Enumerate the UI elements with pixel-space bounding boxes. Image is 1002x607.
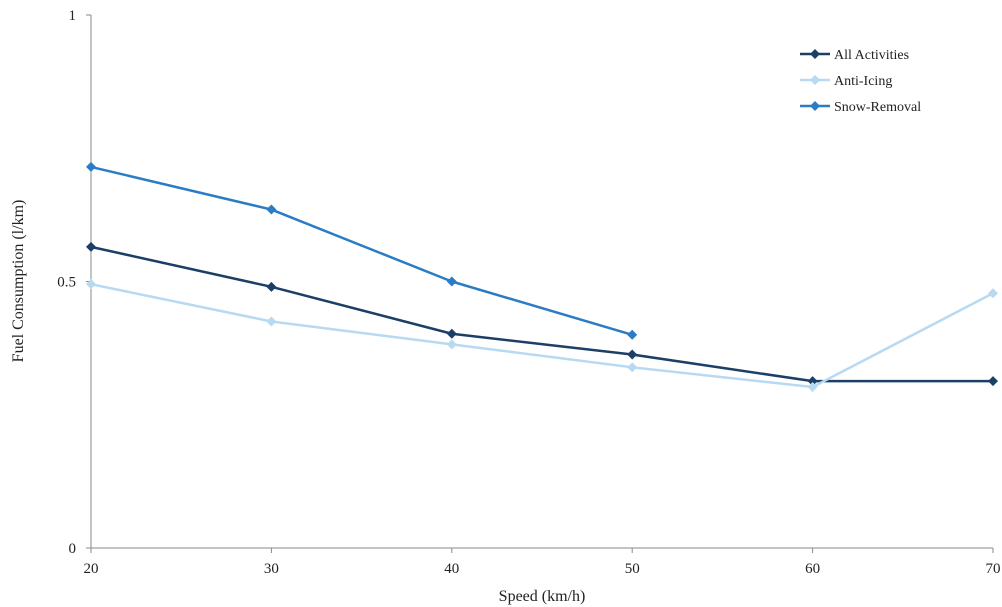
legend-item-anti-icing: Anti-Icing xyxy=(800,74,892,89)
y-axis-title: Fuel Consumption (l/km) xyxy=(10,200,27,363)
series-line-anti-icing xyxy=(90,282,994,389)
data-point-anti-icing xyxy=(807,382,818,393)
data-point-anti-icing xyxy=(266,316,277,327)
series-layer xyxy=(86,161,998,393)
y-ticks: 00.51 xyxy=(57,8,91,557)
axes xyxy=(90,15,993,549)
legend-item-all-activities: All Activities xyxy=(800,48,909,63)
y-tick-label: 0 xyxy=(69,541,77,557)
data-point-anti-icing xyxy=(627,362,638,373)
data-point-all-activities xyxy=(988,376,998,387)
legend-label: All Activities xyxy=(834,48,909,63)
legend-swatch-marker xyxy=(810,101,820,111)
x-tick-label: 20 xyxy=(84,561,99,577)
series-anti-icing xyxy=(86,279,998,393)
data-point-anti-icing xyxy=(988,288,998,299)
series-all-activities xyxy=(86,241,998,387)
data-point-snow-removal xyxy=(446,276,457,287)
y-tick-label: 0.5 xyxy=(57,275,76,291)
y-tick-label: 1 xyxy=(69,8,77,24)
x-tick-label: 50 xyxy=(625,561,640,577)
x-axis-title: Speed (km/h) xyxy=(499,588,586,605)
series-line-snow-removal xyxy=(90,165,633,336)
data-point-snow-removal xyxy=(627,329,638,340)
legend-swatch-marker xyxy=(810,75,820,85)
data-point-snow-removal xyxy=(266,204,277,215)
data-point-all-activities xyxy=(266,281,277,292)
x-tick-label: 40 xyxy=(444,561,459,577)
legend-swatch-marker xyxy=(810,49,820,59)
x-ticks: 20 30 40 50 60 70 xyxy=(84,548,1001,577)
legend: All Activities Anti-Icing Snow-Removal xyxy=(800,48,921,115)
data-point-all-activities xyxy=(446,328,457,339)
x-tick-label: 30 xyxy=(264,561,279,577)
data-point-all-activities xyxy=(86,241,96,252)
x-tick-label: 70 xyxy=(986,561,1001,577)
data-point-anti-icing xyxy=(446,339,457,350)
data-point-all-activities xyxy=(627,349,638,360)
data-point-anti-icing xyxy=(86,279,96,290)
legend-item-snow-removal: Snow-Removal xyxy=(800,100,921,115)
legend-label: Snow-Removal xyxy=(834,100,921,115)
data-point-snow-removal xyxy=(86,161,96,172)
x-tick-label: 60 xyxy=(805,561,820,577)
series-snow-removal xyxy=(86,161,638,340)
data-point-all-activities xyxy=(807,376,818,387)
series-line-all-activities xyxy=(90,245,993,383)
legend-label: Anti-Icing xyxy=(834,74,892,89)
